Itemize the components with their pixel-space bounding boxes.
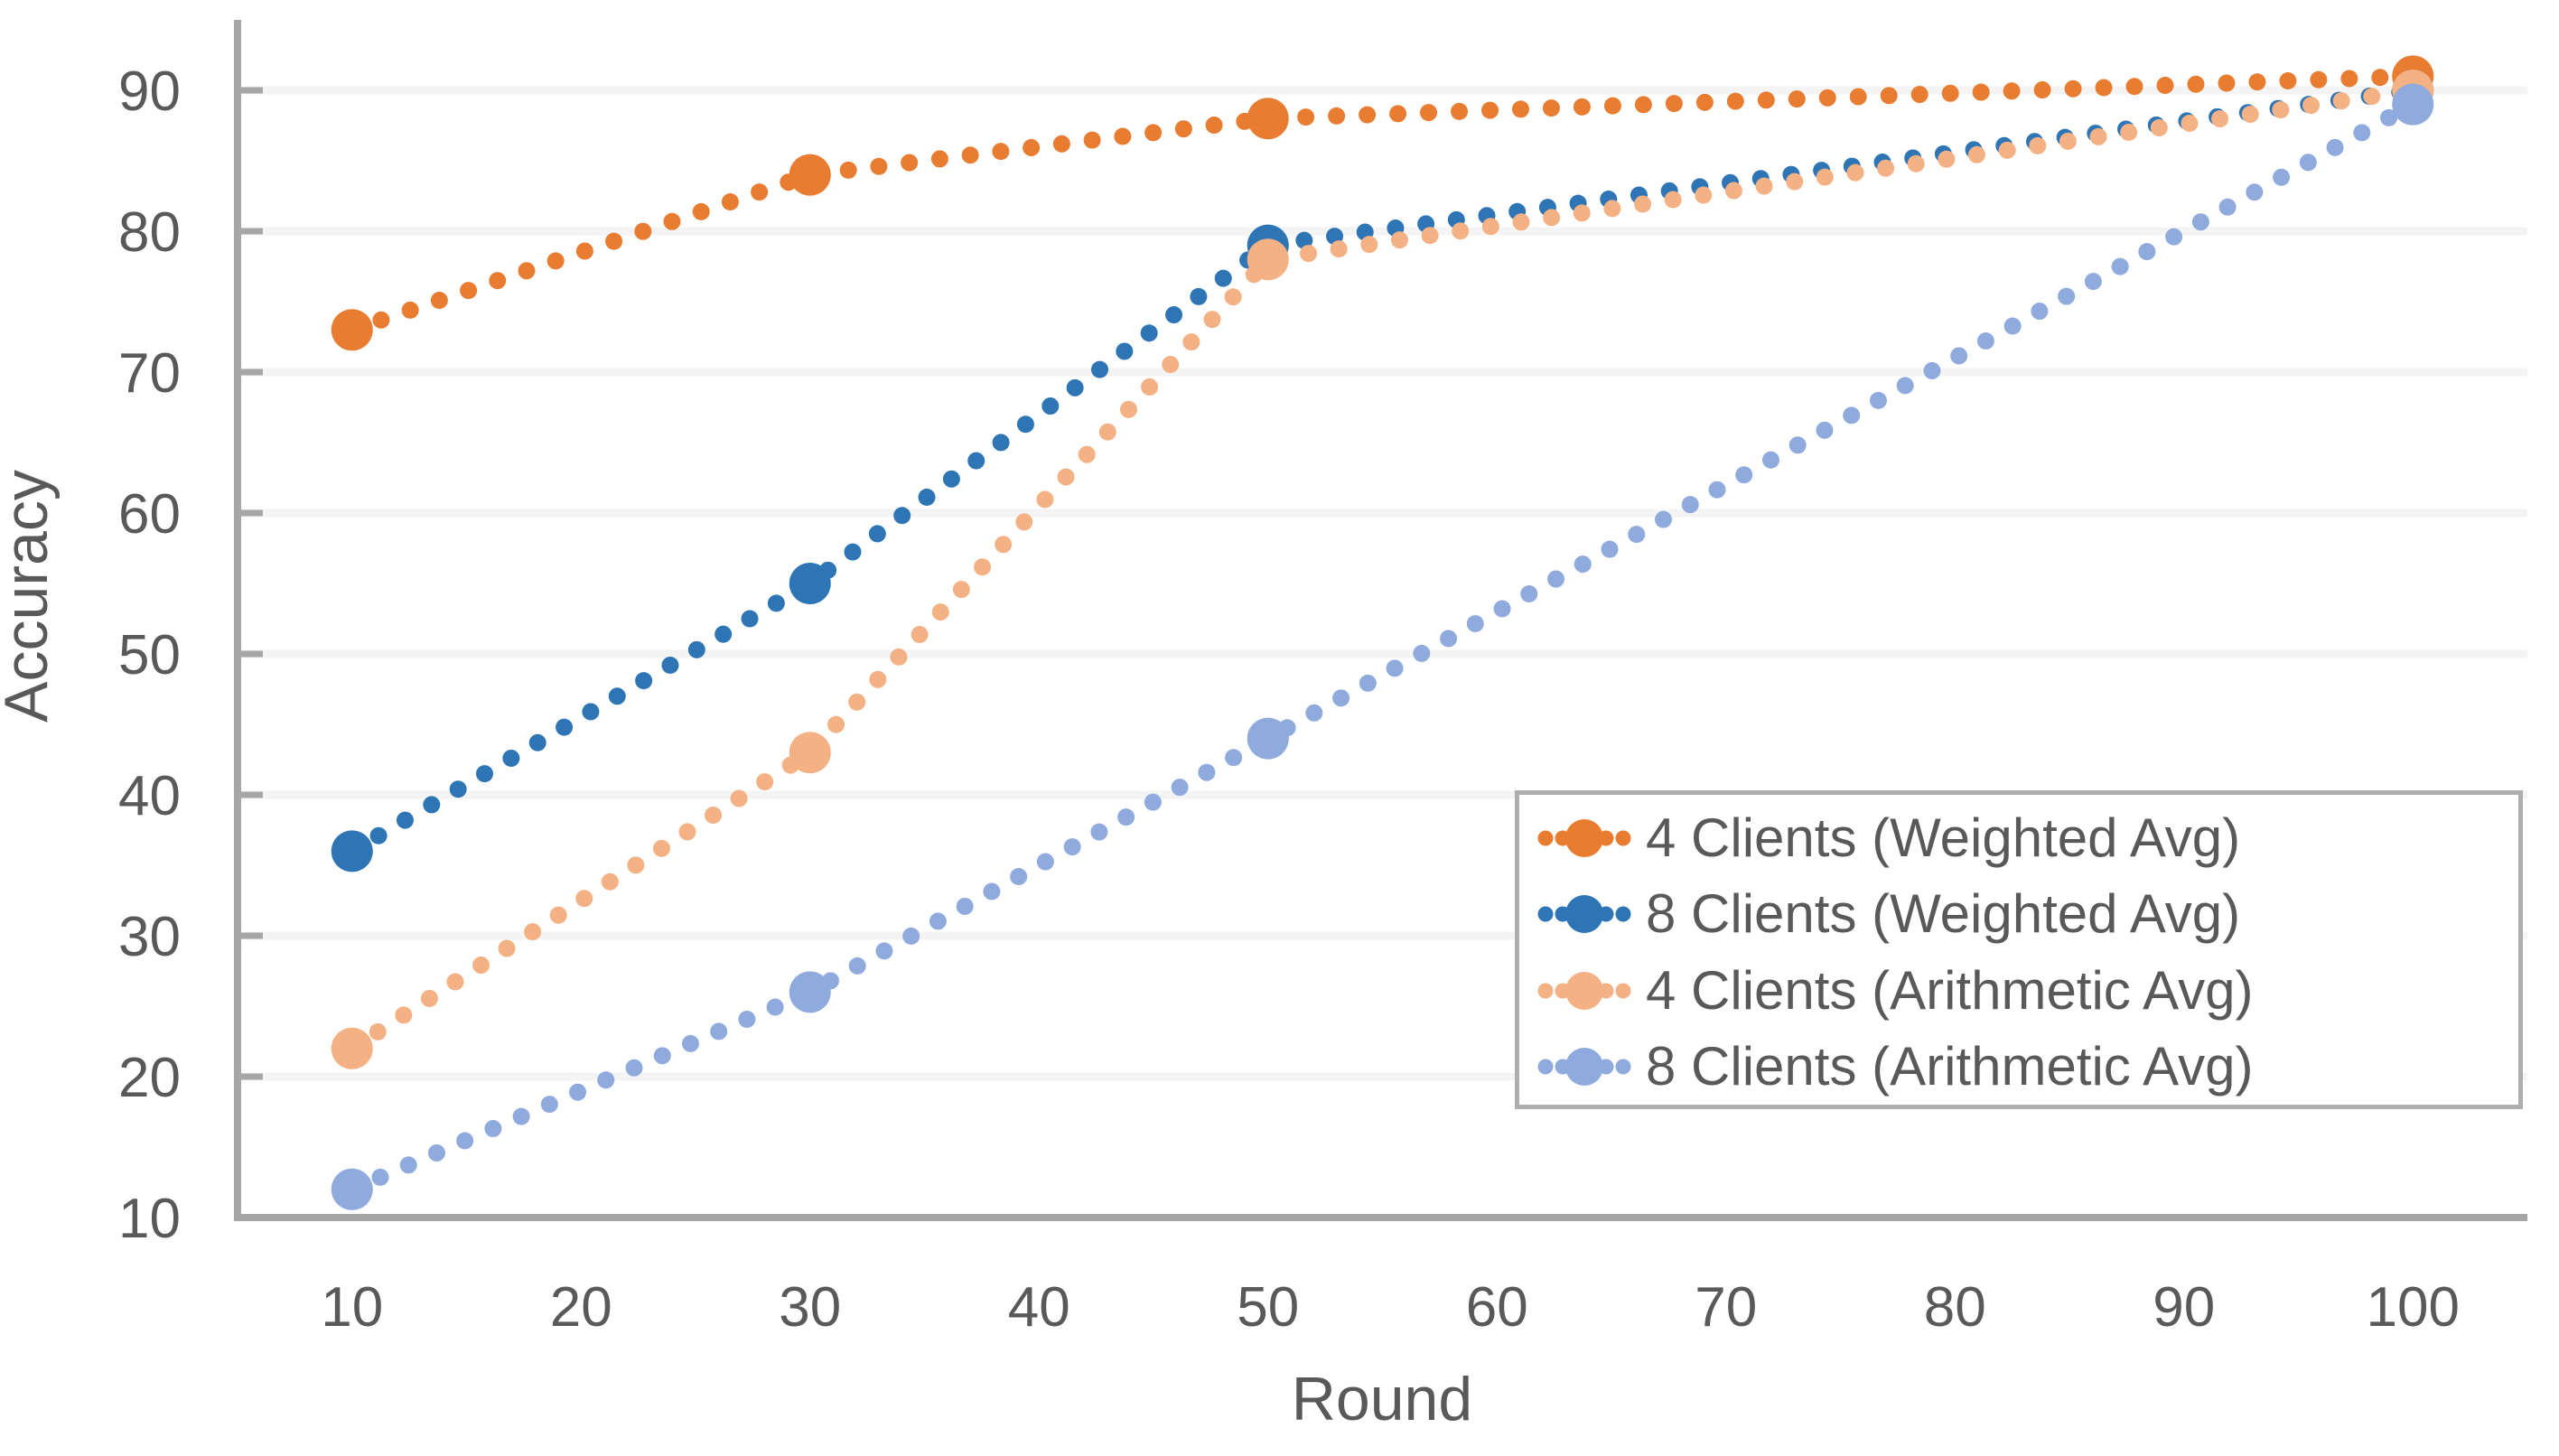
x-tick-label-80: 80 bbox=[1924, 1276, 1986, 1339]
legend-swatch-dot bbox=[1598, 983, 1614, 999]
y-tick-label-40: 40 bbox=[118, 765, 181, 827]
marker-s3-x30 bbox=[789, 971, 831, 1013]
legend-swatch-dot bbox=[1615, 1059, 1631, 1075]
x-tick-label-50: 50 bbox=[1237, 1276, 1299, 1339]
legend-swatch-dot bbox=[1598, 906, 1614, 922]
y-tick-label-30: 30 bbox=[118, 906, 181, 968]
legend-item-1: 8 Clients (Weighted Avg) bbox=[1537, 876, 2518, 952]
legend-swatch-dot bbox=[1565, 971, 1603, 1010]
marker-s1-x30 bbox=[789, 563, 831, 604]
legend-item-0: 4 Clients (Weighted Avg) bbox=[1537, 800, 2518, 876]
axes bbox=[234, 20, 2527, 1221]
legend: 4 Clients (Weighted Avg) 8 Clients (Weigh… bbox=[1515, 790, 2523, 1109]
marker-s2-x10 bbox=[331, 1027, 373, 1069]
x-tick-label-70: 70 bbox=[1695, 1276, 1757, 1339]
marker-s3-x100 bbox=[2392, 83, 2434, 126]
legend-swatch-icon-0 bbox=[1537, 819, 1631, 858]
marker-s0-x50 bbox=[1247, 98, 1289, 140]
legend-swatch-icon-3 bbox=[1537, 1047, 1631, 1086]
x-tick-label-60: 60 bbox=[1466, 1276, 1528, 1339]
series-line-3 bbox=[343, 96, 2422, 1199]
x-tick-label-40: 40 bbox=[1008, 1276, 1070, 1339]
tick-labels: 10 20 30 40 50 60 70 80 90 10 20 30 40 50 60 70 80 90 100 bbox=[118, 61, 2460, 1339]
x-axis-title: Round bbox=[1292, 1365, 1472, 1433]
x-tick-label-30: 30 bbox=[779, 1276, 841, 1339]
marker-s3-x10 bbox=[331, 1168, 373, 1210]
marker-s3-x50 bbox=[1247, 717, 1289, 760]
legend-swatch-icon-2 bbox=[1537, 971, 1631, 1010]
series-line-0 bbox=[343, 67, 2422, 339]
legend-swatch-dot bbox=[1615, 830, 1631, 846]
x-tick-label-20: 20 bbox=[550, 1276, 612, 1339]
legend-item-2: 4 Clients (Arithmetic Avg) bbox=[1537, 953, 2518, 1029]
legend-swatch-dot bbox=[1537, 983, 1554, 999]
gridlines bbox=[238, 86, 2527, 1081]
marker-s2-x30 bbox=[789, 732, 831, 774]
y-tick-label-80: 80 bbox=[118, 201, 181, 264]
legend-label-3: 8 Clients (Arithmetic Avg) bbox=[1646, 1035, 2254, 1097]
legend-label-2: 4 Clients (Arithmetic Avg) bbox=[1646, 959, 2254, 1021]
y-tick-label-70: 70 bbox=[118, 342, 181, 405]
legend-label-1: 8 Clients (Weighted Avg) bbox=[1646, 883, 2241, 945]
y-tick-label-20: 20 bbox=[118, 1047, 181, 1109]
x-tick-label-10: 10 bbox=[321, 1276, 383, 1339]
y-tick-label-10: 10 bbox=[118, 1188, 181, 1250]
x-tick-label-90: 90 bbox=[2153, 1276, 2215, 1339]
y-tick-label-90: 90 bbox=[118, 61, 181, 123]
legend-swatch-dot bbox=[1615, 983, 1631, 999]
marker-s2-x50 bbox=[1247, 238, 1289, 281]
marker-s1-x10 bbox=[331, 830, 373, 873]
legend-swatch-dot bbox=[1537, 906, 1554, 922]
series-line-2 bbox=[343, 81, 2422, 1058]
legend-swatch-dot bbox=[1537, 830, 1554, 846]
legend-swatch-icon-1 bbox=[1537, 895, 1631, 934]
marker-s0-x30 bbox=[789, 154, 831, 196]
legend-swatch-dot bbox=[1537, 1059, 1554, 1075]
y-tick-label-50: 50 bbox=[118, 624, 181, 686]
legend-swatch-dot bbox=[1565, 819, 1603, 858]
x-tick-label-100: 100 bbox=[2367, 1276, 2460, 1339]
marker-s0-x10 bbox=[331, 309, 373, 351]
legend-swatch-dot bbox=[1598, 1059, 1614, 1075]
y-tick-label-60: 60 bbox=[118, 483, 181, 546]
legend-item-3: 8 Clients (Arithmetic Avg) bbox=[1537, 1029, 2518, 1105]
legend-swatch-dot bbox=[1565, 895, 1603, 934]
y-axis-title: Accuracy bbox=[0, 470, 61, 723]
series-line-1 bbox=[343, 81, 2422, 860]
legend-swatch-dot bbox=[1615, 906, 1631, 922]
legend-label-0: 4 Clients (Weighted Avg) bbox=[1646, 807, 2241, 869]
series-layer bbox=[331, 55, 2434, 1210]
legend-swatch-dot bbox=[1598, 830, 1614, 846]
legend-swatch-dot bbox=[1565, 1047, 1603, 1086]
